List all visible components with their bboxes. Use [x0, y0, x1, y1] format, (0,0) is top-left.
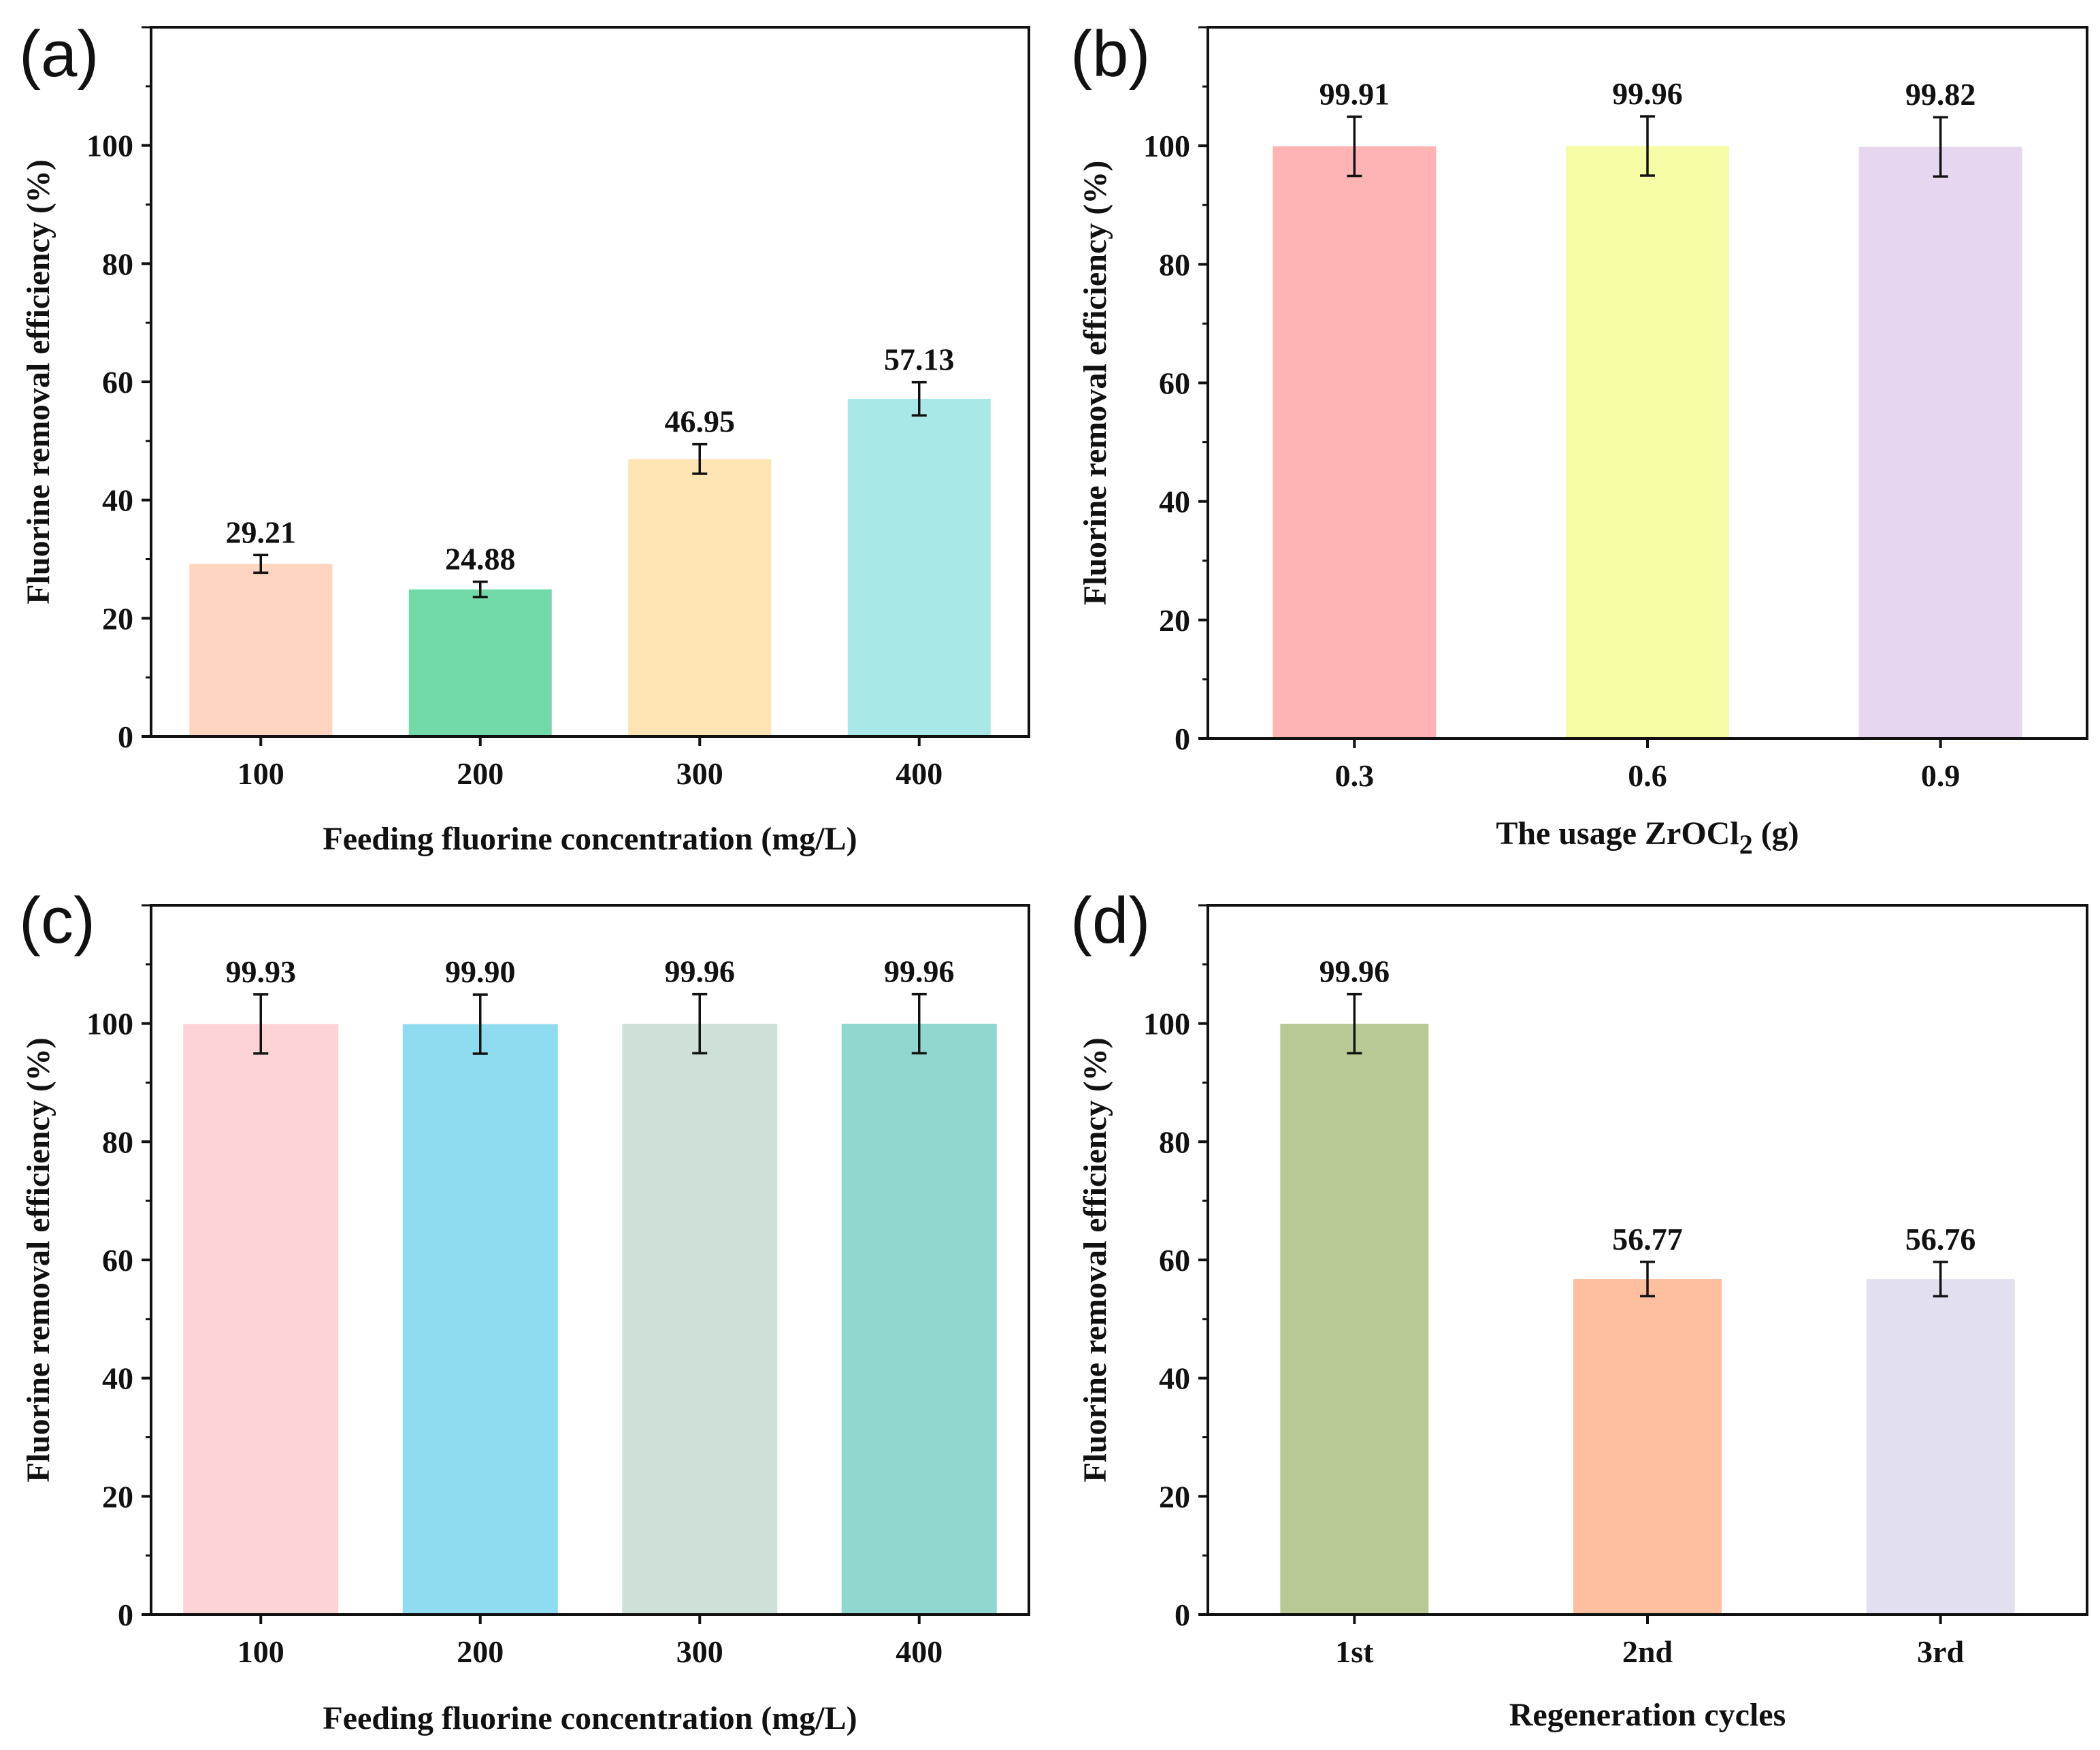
x-tick-label-4-1: 1st [1335, 1634, 1374, 1669]
y-tick-label-3-3: 60 [102, 1243, 133, 1278]
y-tick-label-2-0: 0 [1175, 722, 1190, 756]
y-tick-label-1-3: 60 [102, 365, 133, 400]
y-tick-label-1-0: 0 [118, 719, 133, 754]
data-label-2-2: 99.96 [1612, 76, 1683, 111]
data-label-1-4: 57.13 [884, 342, 955, 377]
y-tick-label-3-2: 40 [102, 1361, 133, 1396]
error-bar-2-2 [1640, 115, 1655, 177]
error-bar-3-2 [472, 993, 488, 1055]
data-label-3-4: 99.96 [884, 954, 955, 989]
panel-label-4: (d) [1070, 884, 1150, 957]
x-axis-title-3: Feeding fluorine concentration (mg/L) [323, 1700, 857, 1736]
error-bar-3-1 [253, 993, 269, 1055]
x-tick-label-2-1: 0.3 [1335, 758, 1375, 793]
error-bar-1-4 [911, 380, 927, 417]
chart-panel-2: 99.91 99.96 99.82 0 20 40 60 80 100 0.3 0.6 0.9 The … [1070, 18, 2088, 860]
y-axis-title-1: Fluorine removal efficiency (%) [20, 159, 56, 604]
x-tick-label-1-1: 100 [237, 756, 284, 791]
bar-3-2 [402, 1024, 558, 1615]
bar-2-2 [1566, 146, 1729, 739]
chart-panel-4: 99.96 56.77 56.76 0 20 40 60 80 100 1st 2nd 3rd Rege… [1070, 884, 2088, 1733]
bar-1-3 [628, 459, 772, 736]
y-tick-label-4-1: 20 [1159, 1479, 1190, 1514]
bar-2-1 [1273, 146, 1437, 739]
y-axis-title-3: Fluorine removal efficiency (%) [20, 1037, 56, 1482]
x-axis-title-1: Feeding fluorine concentration (mg/L) [323, 821, 857, 857]
bar-4-3 [1866, 1279, 2015, 1615]
y-tick-label-2-4: 80 [1159, 247, 1190, 282]
panel-label-3: (c) [19, 884, 95, 957]
data-label-3-1: 99.93 [226, 954, 297, 989]
bar-4-2 [1573, 1279, 1722, 1615]
x-tick-label-3-1: 100 [237, 1634, 284, 1669]
error-bar-2-3 [1933, 116, 1948, 178]
y-tick-label-4-0: 0 [1175, 1598, 1190, 1632]
y-tick-label-3-5: 100 [86, 1007, 133, 1041]
x-tick-label-4-3: 3rd [1917, 1634, 1964, 1669]
x-axis-title-4: Regeneration cycles [1509, 1697, 1786, 1733]
x-tick-label-4-2: 2nd [1622, 1634, 1673, 1669]
bar-1-4 [847, 398, 991, 736]
error-bar-1-2 [472, 580, 488, 598]
data-label-2-3: 99.82 [1905, 77, 1976, 112]
error-bar-4-1 [1347, 992, 1362, 1055]
data-label-4-1: 99.96 [1319, 954, 1390, 989]
data-label-2-1: 99.91 [1319, 76, 1390, 111]
y-tick-label-4-5: 100 [1143, 1007, 1190, 1041]
x-tick-label-1-2: 200 [457, 756, 504, 791]
x-tick-label-2-2: 0.6 [1628, 758, 1667, 793]
y-tick-label-3-4: 80 [102, 1124, 133, 1159]
data-label-1-2: 24.88 [445, 542, 516, 577]
y-tick-label-1-4: 80 [102, 246, 133, 281]
y-tick-label-1-5: 100 [86, 129, 133, 163]
y-tick-label-4-2: 40 [1159, 1361, 1190, 1396]
data-label-3-3: 99.96 [665, 954, 736, 989]
x-tick-label-1-4: 400 [896, 756, 942, 791]
y-tick-label-4-4: 80 [1159, 1124, 1190, 1159]
y-axis-title-2: Fluorine removal efficiency (%) [1077, 161, 1113, 606]
error-bar-1-3 [692, 442, 708, 475]
bar-1-1 [189, 564, 333, 736]
error-bar-3-4 [911, 992, 927, 1055]
chart-panel-3: 99.93 99.90 99.96 99.96 0 20 40 60 80 100 100 200 30… [19, 884, 1030, 1736]
y-tick-label-2-2: 40 [1159, 485, 1190, 519]
data-label-1-1: 29.21 [226, 515, 297, 549]
y-tick-label-2-3: 60 [1159, 366, 1190, 401]
bar-3-4 [841, 1024, 997, 1615]
panel-label-1: (a) [19, 18, 99, 91]
data-label-4-3: 56.76 [1905, 1222, 1976, 1257]
bar-1-2 [408, 589, 552, 736]
y-axis-title-4: Fluorine removal efficiency (%) [1077, 1037, 1113, 1482]
y-tick-label-3-0: 0 [118, 1598, 133, 1632]
error-bar-4-2 [1640, 1261, 1655, 1297]
y-tick-label-2-5: 100 [1143, 129, 1190, 163]
panel-label-2: (b) [1070, 18, 1150, 91]
data-label-1-3: 46.95 [665, 404, 736, 439]
chart-panel-1: 29.21 24.88 46.95 57.13 0 20 40 60 80 100 100 200 30… [19, 18, 1030, 857]
bar-2-3 [1858, 146, 2022, 739]
y-tick-label-3-1: 20 [102, 1479, 133, 1514]
bar-3-3 [622, 1024, 778, 1615]
y-tick-label-4-3: 60 [1159, 1243, 1190, 1278]
x-tick-label-2-3: 0.9 [1921, 758, 1960, 793]
x-axis-title-2: The usage ZrOCl2 (g) [1496, 815, 1799, 860]
y-tick-label-1-1: 20 [102, 601, 133, 636]
data-label-3-2: 99.90 [445, 954, 516, 989]
y-tick-label-2-1: 20 [1159, 603, 1190, 638]
error-bar-4-3 [1933, 1261, 1948, 1298]
bar-3-1 [183, 1024, 339, 1615]
x-tick-label-3-2: 200 [457, 1634, 504, 1669]
y-tick-label-1-2: 40 [102, 483, 133, 518]
bar-4-1 [1280, 1024, 1429, 1615]
error-bar-3-3 [692, 992, 708, 1055]
x-tick-label-3-3: 300 [676, 1634, 723, 1669]
error-bar-1-1 [253, 553, 269, 574]
x-tick-label-3-4: 400 [896, 1634, 942, 1669]
data-label-4-2: 56.77 [1612, 1222, 1683, 1257]
error-bar-2-1 [1347, 115, 1362, 178]
x-tick-label-1-3: 300 [676, 756, 723, 791]
